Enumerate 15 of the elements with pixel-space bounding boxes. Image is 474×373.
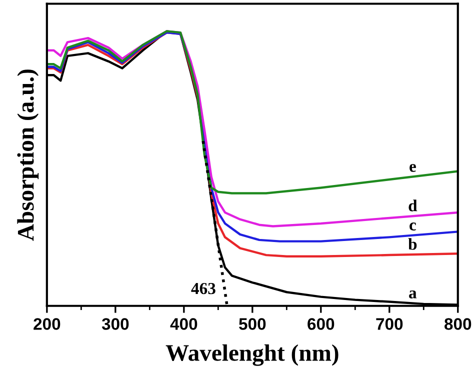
x-tick-label: 600 [308,318,334,330]
x-tick-label: 700 [376,318,403,330]
y-axis-title: Absorption (a.u.) [17,70,39,241]
annotation: 463 [191,282,216,294]
series-label: a [409,290,417,298]
x-tick-label: 400 [170,318,198,330]
x-tick-label: 200 [34,318,60,330]
series-label: c [410,222,416,231]
series-label: d [408,200,418,212]
x-axis-title: Wavelenght (nm) [166,344,338,366]
x-tick-label: 300 [102,318,129,330]
x-tick-label: 500 [239,318,266,330]
series-label: b [408,238,417,250]
x-tick-label: 800 [444,318,472,330]
series-label: e [410,164,416,172]
